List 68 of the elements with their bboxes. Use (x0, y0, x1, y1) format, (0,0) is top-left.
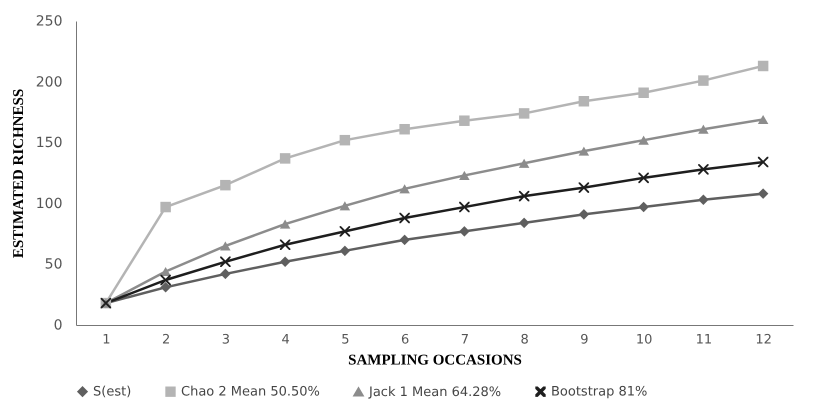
point (340, 201, 350, 210)
x-tick-label: 3 (222, 332, 230, 348)
point (220, 256, 231, 268)
point (280, 220, 290, 229)
x-axis-title: SAMPLING OCCASIONS (348, 352, 522, 368)
x-tick-label: 8 (520, 332, 529, 348)
x-tick-label: 2 (162, 332, 170, 348)
point (280, 153, 290, 164)
point (518, 108, 530, 119)
point (698, 194, 709, 205)
point (758, 60, 768, 72)
point (578, 96, 590, 106)
point (518, 218, 530, 228)
x-tick-label: 6 (400, 332, 410, 348)
point (220, 241, 231, 250)
x-tick-label: 9 (580, 332, 589, 348)
point (459, 170, 470, 180)
point (220, 180, 231, 190)
x-tick-label: 11 (696, 332, 712, 348)
point (459, 202, 470, 212)
x-tick-label: 7 (460, 332, 470, 348)
legend-label: Jack 1 Mean 64.28% (368, 384, 502, 400)
x-tick-label: 5 (341, 332, 350, 348)
point (698, 164, 709, 175)
point (160, 266, 171, 276)
point (758, 156, 768, 168)
point (578, 182, 590, 193)
point (280, 256, 290, 268)
point (758, 114, 768, 124)
point (638, 202, 649, 212)
y-axis-title: ESTIMATED RICHNESS (10, 88, 27, 258)
x-tick-label: 12 (755, 332, 772, 348)
y-tick-label: 250 (36, 14, 62, 30)
legend-label: Bootstrap 81% (551, 384, 648, 400)
point (220, 268, 231, 280)
point (340, 226, 350, 237)
y-tick-label: 50 (44, 256, 62, 273)
x-tick-label: 1 (102, 332, 111, 348)
point (459, 226, 470, 237)
point (160, 274, 171, 286)
point (638, 88, 649, 98)
point (399, 124, 410, 134)
point (638, 136, 649, 145)
point (638, 172, 649, 184)
point (340, 134, 350, 146)
point (340, 246, 350, 256)
x-tick-label: 4 (281, 332, 290, 348)
point (698, 124, 709, 134)
y-tick-label: 100 (36, 196, 62, 212)
y-tick-label: 0 (54, 318, 62, 334)
point (399, 184, 410, 194)
point (518, 158, 530, 168)
point (459, 115, 470, 126)
point (160, 282, 171, 293)
point (518, 190, 530, 202)
legend-label: S(est) (93, 384, 132, 400)
point (698, 75, 709, 86)
y-tick-label: 200 (36, 74, 62, 90)
point (578, 209, 590, 220)
point (399, 234, 410, 246)
y-tick-label: 150 (36, 135, 62, 152)
point (399, 212, 410, 224)
point (280, 240, 290, 250)
point (160, 202, 171, 212)
point (758, 188, 768, 199)
point (578, 146, 590, 156)
legend-label: Chao 2 Mean 50.50% (181, 384, 320, 400)
x-tick-label: 10 (636, 332, 652, 348)
